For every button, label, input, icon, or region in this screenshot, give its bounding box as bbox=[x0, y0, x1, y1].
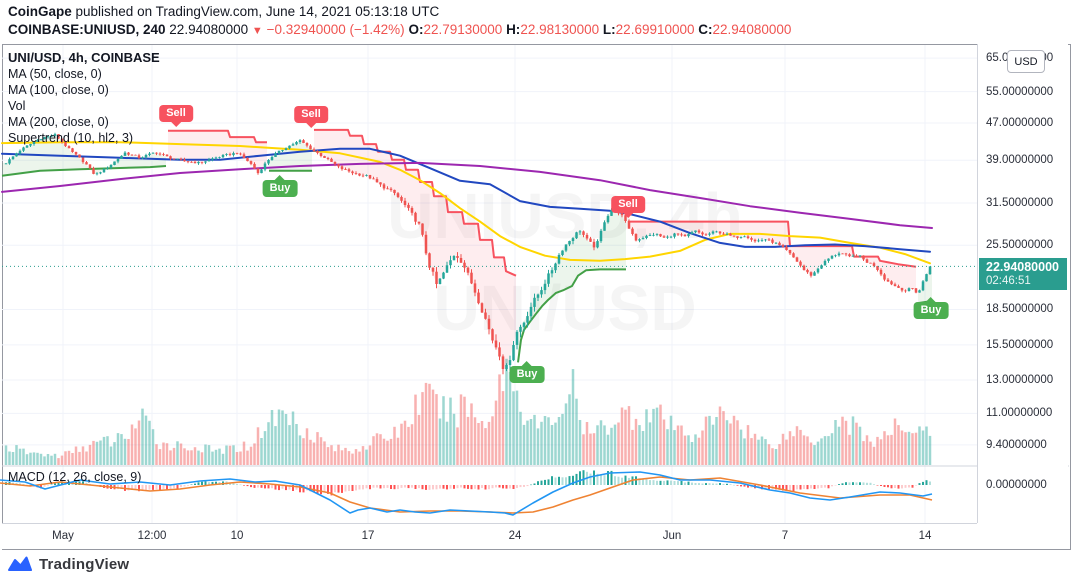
time-tick-label: May bbox=[52, 530, 74, 542]
tradingview-logo-icon bbox=[8, 556, 32, 571]
down-arrow-icon: ▼ bbox=[251, 25, 263, 37]
legend-volume[interactable]: Vol bbox=[8, 99, 26, 113]
time-tick-label: 14 bbox=[918, 530, 932, 542]
low-label: L: bbox=[602, 22, 616, 37]
price-tick-label: 31.50000000 bbox=[986, 197, 1054, 210]
macd-zero-label: 0.00000000 bbox=[986, 479, 1047, 491]
price-tick-label: 13.00000000 bbox=[986, 374, 1054, 387]
close-value: 22.94080000 bbox=[712, 22, 792, 37]
price-change: −0.32940000 (−1.42%) bbox=[266, 22, 405, 37]
currency-toggle-button[interactable]: USD bbox=[1007, 50, 1045, 73]
low-value: 22.69910000 bbox=[615, 22, 695, 37]
svg-text:UNI/USD: UNI/USD bbox=[433, 272, 696, 344]
current-price-value: 22.94080000 bbox=[986, 260, 1059, 275]
legend-supertrend[interactable]: Supertrend (10, hl2, 3) bbox=[8, 131, 134, 145]
macd-pane-legend[interactable]: MACD (12, 26, close, 9) bbox=[8, 470, 142, 484]
legend-symbol-title[interactable]: UNI/USD, 4h, COINBASE bbox=[8, 50, 160, 65]
time-tick-label: Jun bbox=[662, 530, 682, 542]
price-tick-label: 11.00000000 bbox=[986, 407, 1053, 420]
chart-header: CoinGape published on TradingView.com, J… bbox=[8, 3, 1068, 40]
time-tick-label: 17 bbox=[361, 530, 375, 542]
tradingview-logo-text: TradingView bbox=[39, 556, 130, 573]
price-tick-label: 25.50000000 bbox=[986, 239, 1054, 252]
macd-lines-layer bbox=[0, 471, 933, 516]
current-price-badge[interactable]: 22.94080000 02:46:51 bbox=[979, 258, 1067, 291]
high-value: 22.98130000 bbox=[520, 22, 600, 37]
last-price: 22.94080000 bbox=[169, 22, 249, 37]
publisher-brand: CoinGape bbox=[8, 4, 72, 19]
publisher-line: CoinGape published on TradingView.com, J… bbox=[8, 3, 1068, 21]
grid-layer bbox=[2, 45, 977, 523]
svg-text:UNIUSD, 4h: UNIUSD, 4h bbox=[387, 180, 743, 252]
time-axis[interactable]: May 12:00 10 17 24 Jun 7 14 bbox=[2, 523, 977, 549]
price-tick-label: 55.00000000 bbox=[986, 85, 1054, 98]
symbol-interval: COINBASE:UNIUSD, 240 bbox=[8, 22, 166, 37]
legend-ma200[interactable]: MA (200, close, 0) bbox=[8, 115, 109, 129]
buy-signal-label: Buy bbox=[262, 175, 298, 198]
price-tick-label: 39.00000000 bbox=[986, 154, 1054, 167]
open-value: 22.79130000 bbox=[423, 22, 503, 37]
macd-line bbox=[0, 471, 933, 516]
tradingview-attribution[interactable]: TradingView bbox=[8, 556, 129, 573]
volume-layer bbox=[4, 358, 932, 465]
time-tick-label: 12:00 bbox=[137, 530, 167, 542]
price-tick-label: 9.40000000 bbox=[986, 438, 1047, 451]
legend-ma50[interactable]: MA (50, close, 0) bbox=[8, 67, 102, 81]
high-label: H: bbox=[506, 22, 521, 37]
price-tick-label: 18.50000000 bbox=[986, 303, 1054, 316]
sell-signal-label: Sell bbox=[159, 105, 193, 128]
buy-signal-label: Buy bbox=[913, 296, 949, 319]
legend-ma100[interactable]: MA (100, close, 0) bbox=[8, 83, 109, 97]
close-label: C: bbox=[698, 22, 713, 37]
sell-signal-label: Sell bbox=[611, 195, 645, 218]
symbol-line: COINBASE:UNIUSD, 240 22.94080000 ▼ −0.32… bbox=[8, 21, 1068, 40]
sell-signal-label: Sell bbox=[294, 106, 328, 129]
time-tick-label: 24 bbox=[508, 530, 522, 542]
candles-layer bbox=[4, 132, 932, 375]
price-axis[interactable]: USD 22.94080000 02:46:51 0.00000000 65.0… bbox=[977, 44, 1068, 523]
price-tick-label: 47.00000000 bbox=[986, 116, 1054, 129]
open-label: O: bbox=[408, 22, 424, 37]
symbol-watermark: UNIUSD, 4h UNI/USD bbox=[387, 180, 743, 344]
ma200-line bbox=[1, 161, 933, 229]
main-pane-legend: UNI/USD, 4h, COINBASE MA (50, close, 0) … bbox=[8, 50, 160, 146]
bar-countdown: 02:46:51 bbox=[986, 275, 1031, 288]
buy-signal-label: Buy bbox=[509, 360, 545, 383]
time-tick-label: 10 bbox=[230, 530, 244, 542]
ma100-line bbox=[1, 147, 931, 253]
publisher-rest: published on TradingView.com, June 14, 2… bbox=[71, 4, 440, 19]
price-tick-label: 15.50000000 bbox=[986, 338, 1054, 351]
time-tick-label: 7 bbox=[781, 530, 789, 542]
